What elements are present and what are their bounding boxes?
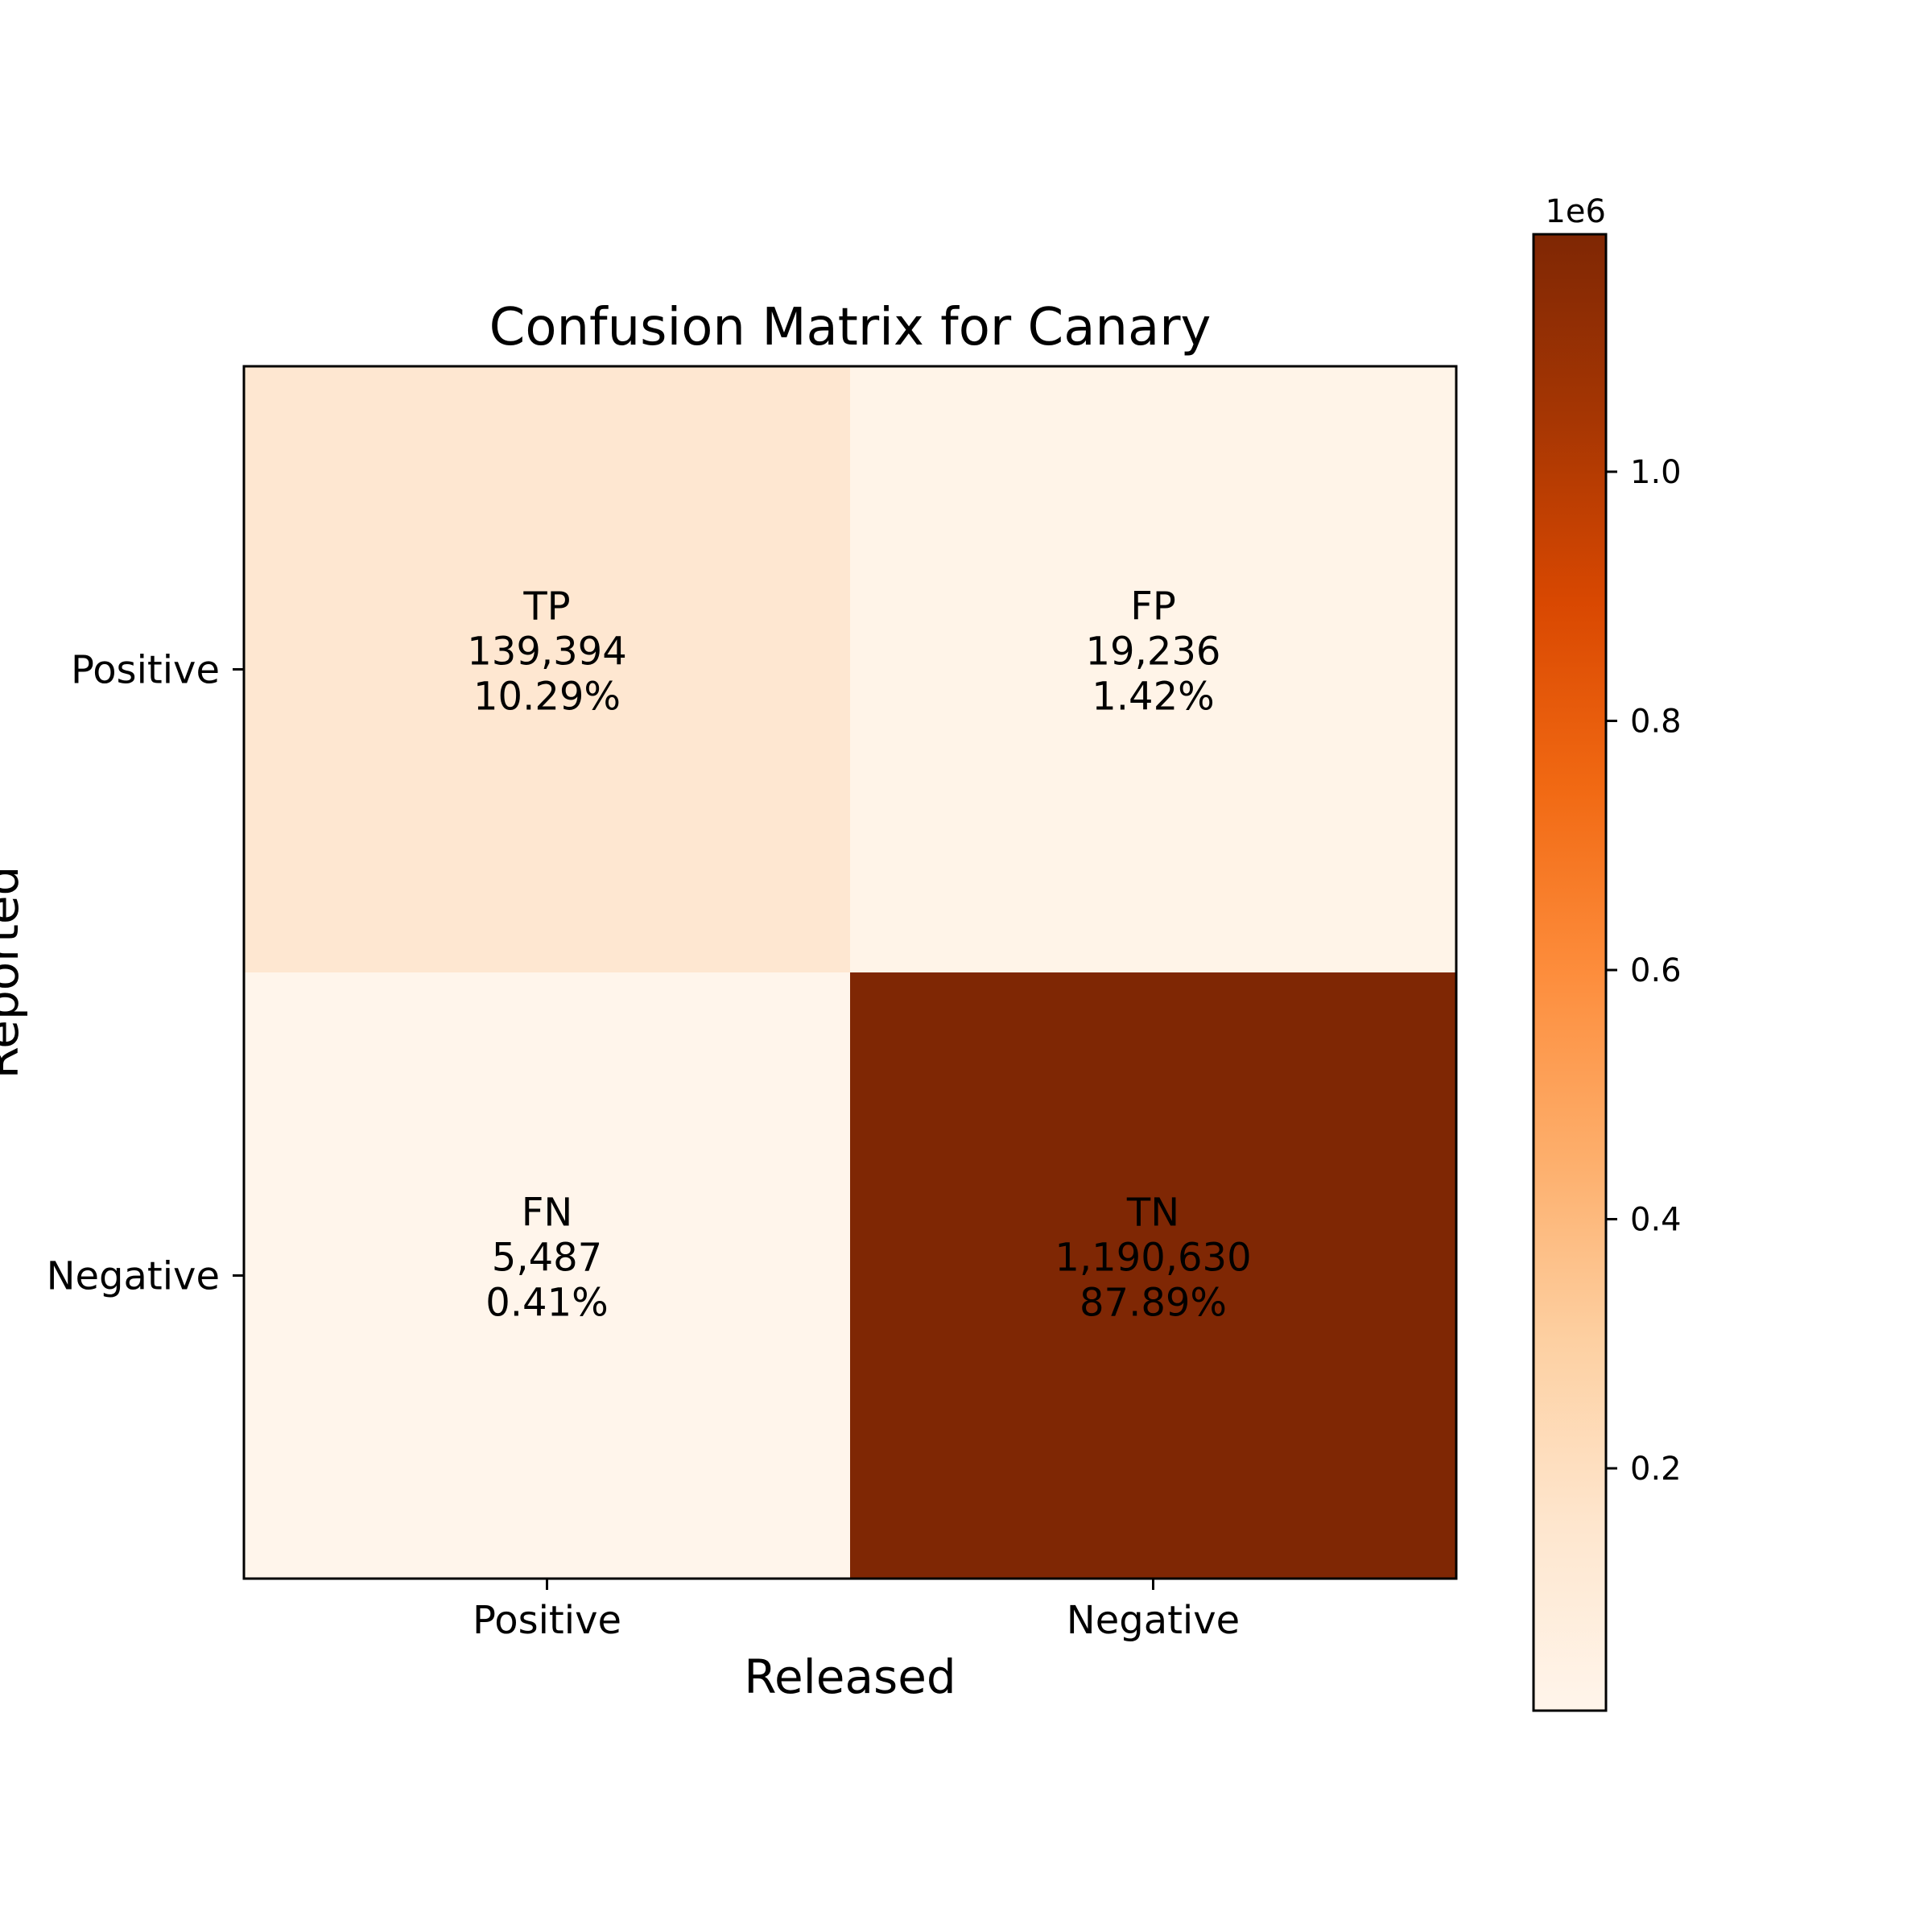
colorbar-tick-label: 0.4: [1630, 1201, 1682, 1238]
y-axis-label: Reported: [0, 866, 29, 1080]
colorbar-tick-label: 0.8: [1630, 703, 1682, 740]
plot-frame: [242, 365, 1458, 1580]
cell-fp-label: FP: [1130, 584, 1176, 630]
matrix-cell-tn: [850, 972, 1457, 1579]
cell-tn-percent-text: 87.89%: [1080, 1281, 1227, 1326]
x-tick-label: Negative: [1067, 1598, 1240, 1643]
cell-fp-percent-text: 1.42%: [1092, 675, 1214, 720]
x-axis-label: Released: [744, 1649, 956, 1704]
cell-fn-value-text: 5,487: [492, 1236, 602, 1281]
cell-tp-value-text: 139,394: [467, 630, 627, 675]
cell-fn-percent-text: 0.41%: [485, 1281, 608, 1326]
cell-fn-label: FN: [522, 1191, 573, 1236]
y-tick-label: Positive: [71, 648, 220, 693]
y-tick-label: Negative: [47, 1254, 220, 1299]
cell-tn-value-text: 1,190,630: [1055, 1236, 1251, 1281]
chart-title: Confusion Matrix for Canary: [489, 298, 1212, 357]
x-axis: Positive Negative: [473, 1579, 1240, 1643]
matrix-cell-fn: [244, 972, 851, 1579]
matrix-cell-fp: [850, 366, 1457, 973]
y-axis: Positive Negative: [47, 648, 244, 1299]
colorbar-tick-label: 1.0: [1630, 454, 1682, 491]
cell-fp-value-text: 19,236: [1086, 630, 1221, 675]
cell-tn-label: TN: [1126, 1191, 1179, 1236]
colorbar: 1e6 0.2 0.4 0.6 0.8 1.0: [1532, 193, 1682, 1712]
colorbar-gradient: [1532, 233, 1608, 1712]
cell-tp-percent-text: 10.29%: [473, 675, 621, 720]
colorbar-tick-label: 0.6: [1630, 952, 1682, 989]
colorbar-offset-label: 1e6: [1545, 193, 1606, 230]
cell-tp-label: TP: [522, 584, 570, 630]
colorbar-tick-label: 0.2: [1630, 1451, 1682, 1488]
x-tick-label: Positive: [473, 1598, 621, 1643]
colorbar-ticks: 0.2 0.4 0.6 0.8 1.0: [1606, 454, 1682, 1488]
matrix-cell-tp: [244, 366, 851, 973]
